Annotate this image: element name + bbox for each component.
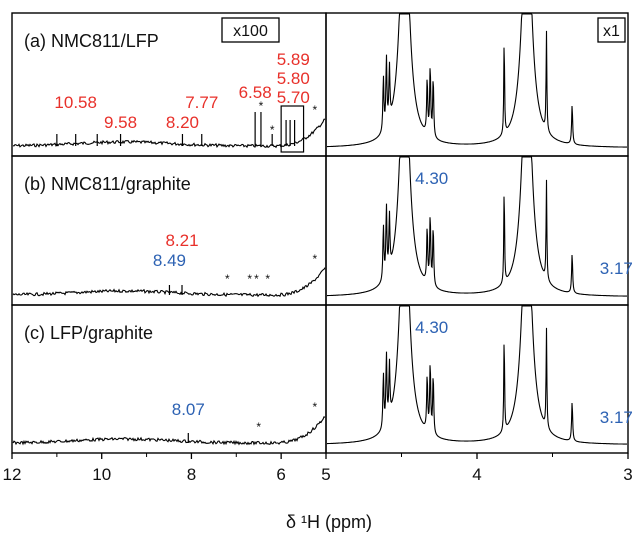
annotation-0-7: 5.70: [277, 88, 310, 107]
annotation-2-0: 8.07: [172, 400, 205, 419]
impurity-star-1-1: *: [247, 272, 252, 286]
impurity-star-2-0: *: [256, 420, 261, 434]
region-box: [280, 105, 305, 153]
tick-label-1: 10: [92, 465, 111, 484]
annotation-0-1: 9.58: [104, 113, 137, 132]
panel-label-0: (a) NMC811/LFP: [24, 31, 159, 51]
impurity-star-1-3: *: [265, 272, 270, 286]
right-annotation-2-1: 3.17: [600, 408, 633, 427]
annotation-0-2: 8.20: [166, 113, 199, 132]
trace-left-2: [12, 416, 326, 446]
tick-label-5: 4: [472, 465, 481, 484]
panel-right-frame-2: [325, 304, 629, 454]
annotation-1-1: 8.49: [153, 251, 186, 270]
trace-right-1: [327, 156, 627, 297]
impurity-star-0-1: *: [270, 123, 275, 137]
spectra-layer: [12, 13, 627, 446]
trace-right-0: [327, 13, 627, 148]
annotation-1-0: 8.21: [165, 231, 198, 250]
panel-right-frame-1: [325, 155, 629, 306]
panel-label-2: (c) LFP/graphite: [24, 323, 153, 343]
tick-label-3: 6: [276, 465, 285, 484]
trace-right-2: [327, 305, 627, 445]
impurity-star-0-0: *: [259, 99, 264, 113]
scale-box-right: [597, 17, 626, 43]
impurity-star-0-2: *: [312, 103, 317, 117]
x-axis-label: δ ¹H (ppm): [286, 512, 372, 532]
annotation-0-4: 6.58: [239, 83, 272, 102]
right-annotation-2-0: 4.30: [415, 318, 448, 337]
annotation-0-3: 7.77: [185, 93, 218, 112]
scale-box-left: [221, 17, 280, 43]
annotation-0-5: 5.89: [277, 50, 310, 69]
tick-label-2: 8: [187, 465, 196, 484]
x-axis: 12 10 8 6 5 4 3: [3, 453, 633, 484]
tick-label-0: 12: [3, 465, 22, 484]
tick-label-6: 3: [623, 465, 632, 484]
panel-label-1: (b) NMC811/graphite: [24, 174, 191, 194]
tick-label-4: 5: [321, 465, 330, 484]
scale-label-left: x100: [233, 23, 268, 40]
right-annotation-1-1: 3.17: [600, 259, 633, 278]
impurity-star-1-2: *: [254, 272, 259, 286]
annotation-0-0: 10.58: [54, 93, 97, 112]
scale-label-right: x1: [603, 23, 620, 40]
impurity-star-2-1: *: [312, 400, 317, 414]
impurity-star-1-4: *: [312, 252, 317, 266]
right-annotation-1-0: 4.30: [415, 169, 448, 188]
trace-left-0: [12, 118, 326, 149]
impurity-star-1-0: *: [225, 272, 230, 286]
panel-right-frame-0: [325, 12, 629, 157]
annotation-0-6: 5.80: [277, 69, 310, 88]
